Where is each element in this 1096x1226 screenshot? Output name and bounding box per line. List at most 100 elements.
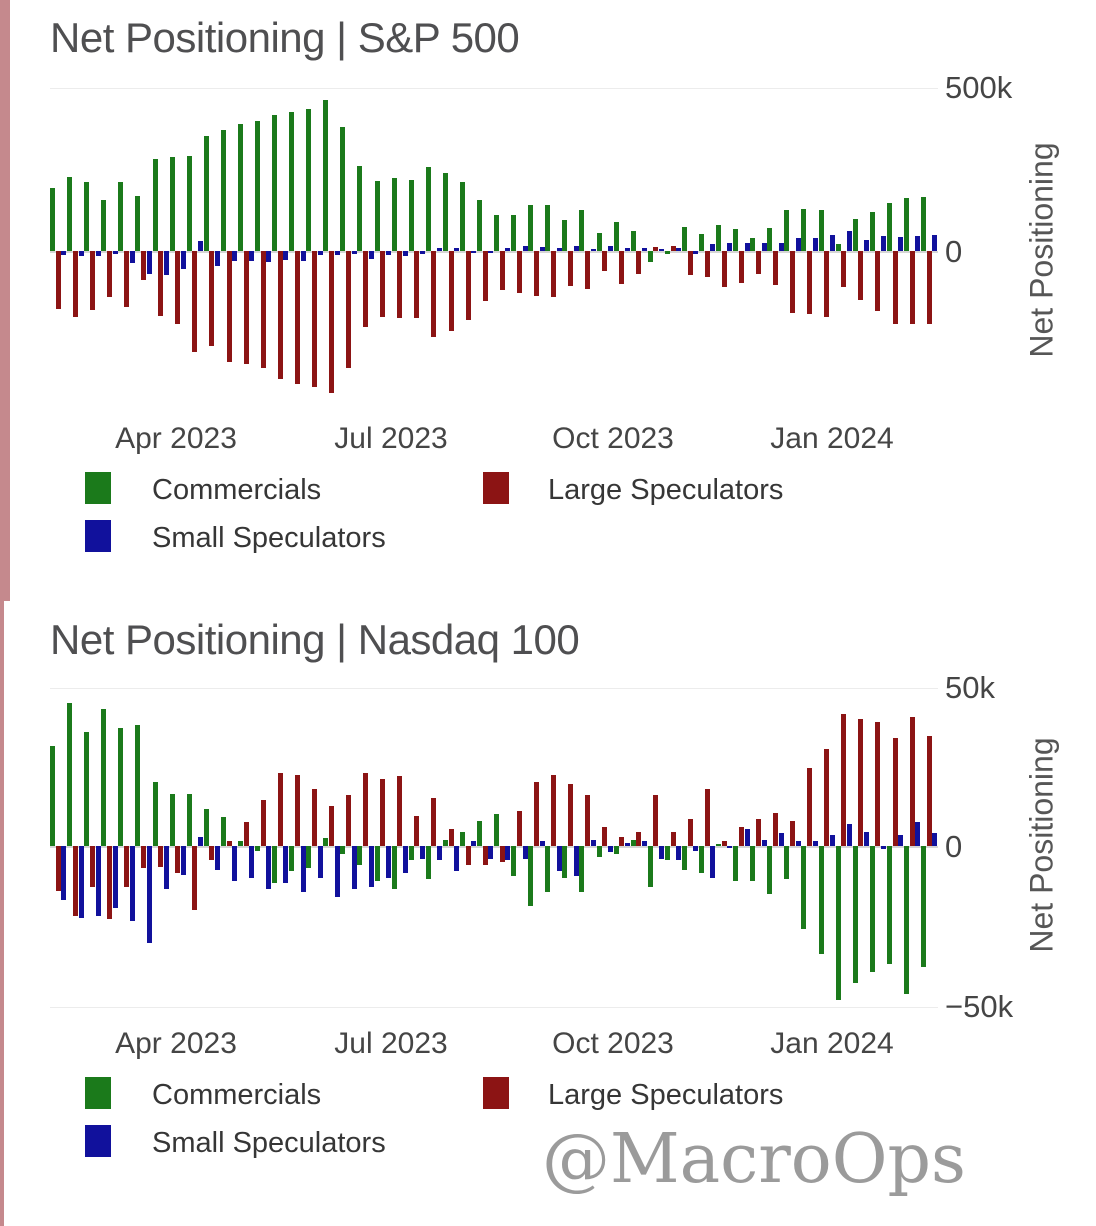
bar-commercials: [818, 846, 824, 955]
bar-small-speculators: [624, 247, 630, 251]
bar-large-speculators: [568, 251, 573, 287]
bar-commercials: [357, 846, 363, 866]
bar-large-speculators: [141, 846, 147, 869]
bar-large-speculators: [124, 251, 129, 308]
bar-small-speculators: [334, 251, 340, 255]
bar-small-speculators: [488, 251, 494, 253]
bar-small-speculators: [710, 846, 716, 878]
bar-large-speculators: [89, 846, 95, 888]
bar-commercials: [920, 197, 926, 251]
bar-small-speculators: [727, 242, 733, 251]
chart1-legend-swatch-commercials: [85, 472, 111, 504]
bar-large-speculators: [909, 717, 915, 846]
bar-large-speculators: [516, 811, 522, 846]
bar-small-speculators: [556, 846, 562, 872]
bar-small-speculators: [727, 846, 733, 848]
bar-small-speculators: [78, 846, 84, 918]
chart1-legend-label-large-speculators: Large Speculators: [548, 474, 784, 506]
bar-small-speculators: [607, 246, 613, 251]
bar-large-speculators: [807, 251, 813, 315]
chart2-legend-label-small-speculators: Small Speculators: [152, 1127, 386, 1159]
bar-small-speculators: [676, 846, 682, 861]
bar-commercials: [442, 839, 448, 846]
bar-small-speculators: [215, 846, 221, 870]
bar-large-speculators: [892, 251, 898, 324]
bar-commercials: [664, 846, 670, 861]
bar-small-speculators: [846, 823, 852, 846]
bar-commercials: [698, 846, 704, 873]
bar-large-speculators: [568, 784, 573, 846]
bar-commercials: [613, 846, 619, 854]
chart2-xtick-jan2024: Jan 2024: [770, 1027, 894, 1060]
bar-commercials: [476, 820, 482, 846]
bar-small-speculators: [317, 846, 323, 878]
bar-commercials: [579, 210, 585, 251]
bar-small-speculators: [932, 833, 938, 846]
chart2-legend-label-large-speculators: Large Speculators: [548, 1079, 784, 1111]
bar-large-speculators: [721, 841, 727, 846]
bar-commercials: [886, 203, 892, 251]
bar-commercials: [135, 195, 141, 251]
bar-large-speculators: [363, 772, 369, 846]
bar-large-speculators: [72, 251, 78, 317]
bar-commercials: [67, 702, 73, 846]
bar-small-speculators: [898, 834, 904, 846]
bar-large-speculators: [858, 718, 864, 846]
bar-small-speculators: [283, 846, 289, 883]
bar-small-speculators: [761, 839, 767, 846]
bar-large-speculators: [892, 737, 898, 846]
bar-large-speculators: [158, 251, 164, 316]
bar-commercials: [511, 214, 517, 251]
bar-commercials: [750, 846, 756, 881]
bar-commercials: [442, 172, 448, 251]
bar-large-speculators: [619, 836, 625, 846]
bar-commercials: [425, 167, 431, 251]
bar-commercials: [220, 130, 226, 251]
bar-commercials: [169, 793, 175, 846]
bar-large-speculators: [277, 251, 283, 379]
bar-large-speculators: [209, 251, 215, 347]
bar-small-speculators: [351, 251, 357, 254]
bar-commercials: [545, 205, 551, 251]
bar-commercials: [681, 227, 687, 251]
bar-small-speculators: [351, 846, 357, 889]
bar-large-speculators: [670, 246, 676, 251]
bar-large-speculators: [636, 251, 642, 274]
bar-small-speculators: [812, 841, 818, 846]
bar-commercials: [220, 817, 226, 846]
bar-large-speculators: [926, 251, 932, 324]
bar-large-speculators: [328, 806, 334, 847]
watermark: @MacroOps: [542, 1120, 966, 1199]
bar-large-speculators: [841, 251, 847, 288]
bar-commercials: [494, 215, 499, 251]
bar-small-speculators: [334, 846, 340, 897]
bar-commercials: [203, 136, 209, 251]
bar-commercials: [801, 208, 807, 251]
bar-large-speculators: [875, 251, 881, 311]
bar-large-speculators: [653, 246, 659, 251]
chart2-ytick-50k: 50k: [945, 670, 995, 705]
bar-large-speculators: [465, 251, 471, 321]
bar-commercials: [528, 846, 534, 907]
bar-commercials: [459, 181, 465, 251]
bar-small-speculators: [795, 841, 801, 846]
chart1-legend-label-commercials: Commercials: [152, 474, 322, 506]
bar-commercials: [272, 114, 277, 251]
bar-large-speculators: [721, 251, 727, 288]
bar-commercials: [408, 180, 414, 251]
bar-small-speculators: [795, 237, 801, 251]
bar-commercials: [903, 198, 909, 251]
bar-large-speculators: [448, 828, 454, 846]
bar-commercials: [408, 846, 414, 861]
chart2-zero-line: [50, 846, 938, 848]
bar-small-speculators: [249, 251, 255, 261]
chart2-gridline-50k: [50, 688, 938, 689]
bar-small-speculators: [864, 831, 869, 846]
bar-large-speculators: [687, 819, 693, 846]
bar-small-speculators: [266, 846, 272, 889]
chart1-ytick-0: 0: [945, 234, 963, 269]
bar-commercials: [186, 155, 192, 251]
bar-commercials: [733, 846, 739, 881]
bar-small-speculators: [659, 249, 665, 251]
bar-commercials: [135, 725, 141, 846]
